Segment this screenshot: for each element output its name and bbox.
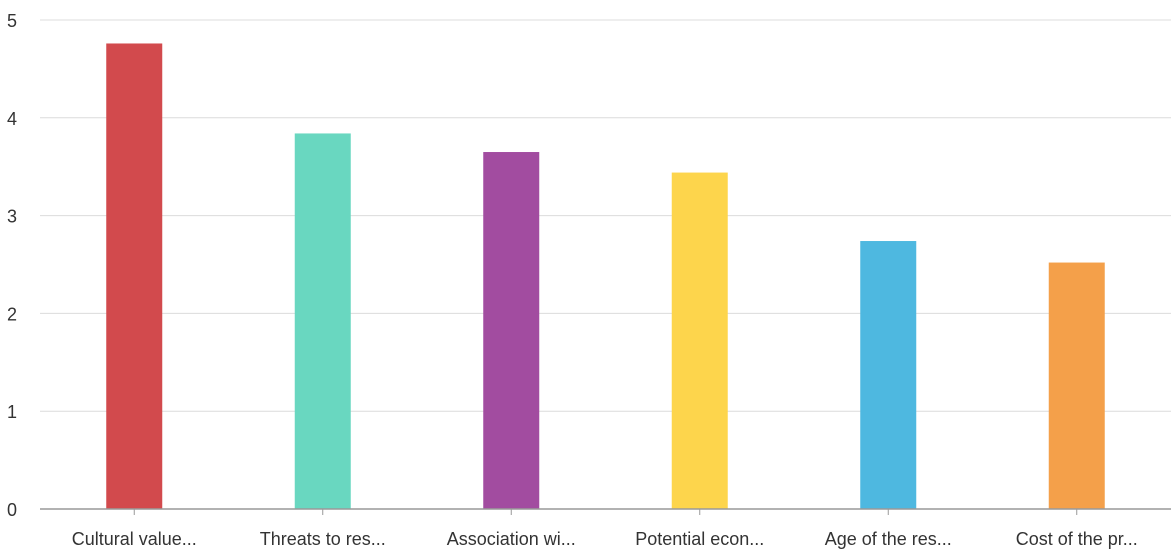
bar [106,43,163,510]
x-tick-label: Potential econ... [635,529,764,549]
y-tick-label: 0 [7,500,17,520]
bar [860,241,917,509]
bars [106,43,1105,510]
y-axis-tick-labels: 0 1 2 3 4 5 [7,11,17,520]
gridlines [40,19,1171,412]
y-tick-label: 5 [7,11,17,31]
x-tick-label: Cultural value... [72,529,197,549]
y-tick-label: 3 [7,207,17,227]
x-tick-label: Threats to res... [260,529,386,549]
x-axis-tick-labels: Cultural value... Threats to res... Associ… [72,529,1138,549]
bar [483,152,540,509]
bar [671,172,728,509]
x-tick-label: Cost of the pr... [1016,529,1138,549]
y-tick-label: 4 [7,109,17,129]
x-tick-label: Age of the res... [825,529,952,549]
y-tick-label: 2 [7,304,17,324]
bar [1048,262,1105,509]
x-tick-label: Association wi... [447,529,576,549]
bar [294,133,351,509]
x-axis [40,508,1171,515]
y-tick-label: 1 [7,402,17,422]
